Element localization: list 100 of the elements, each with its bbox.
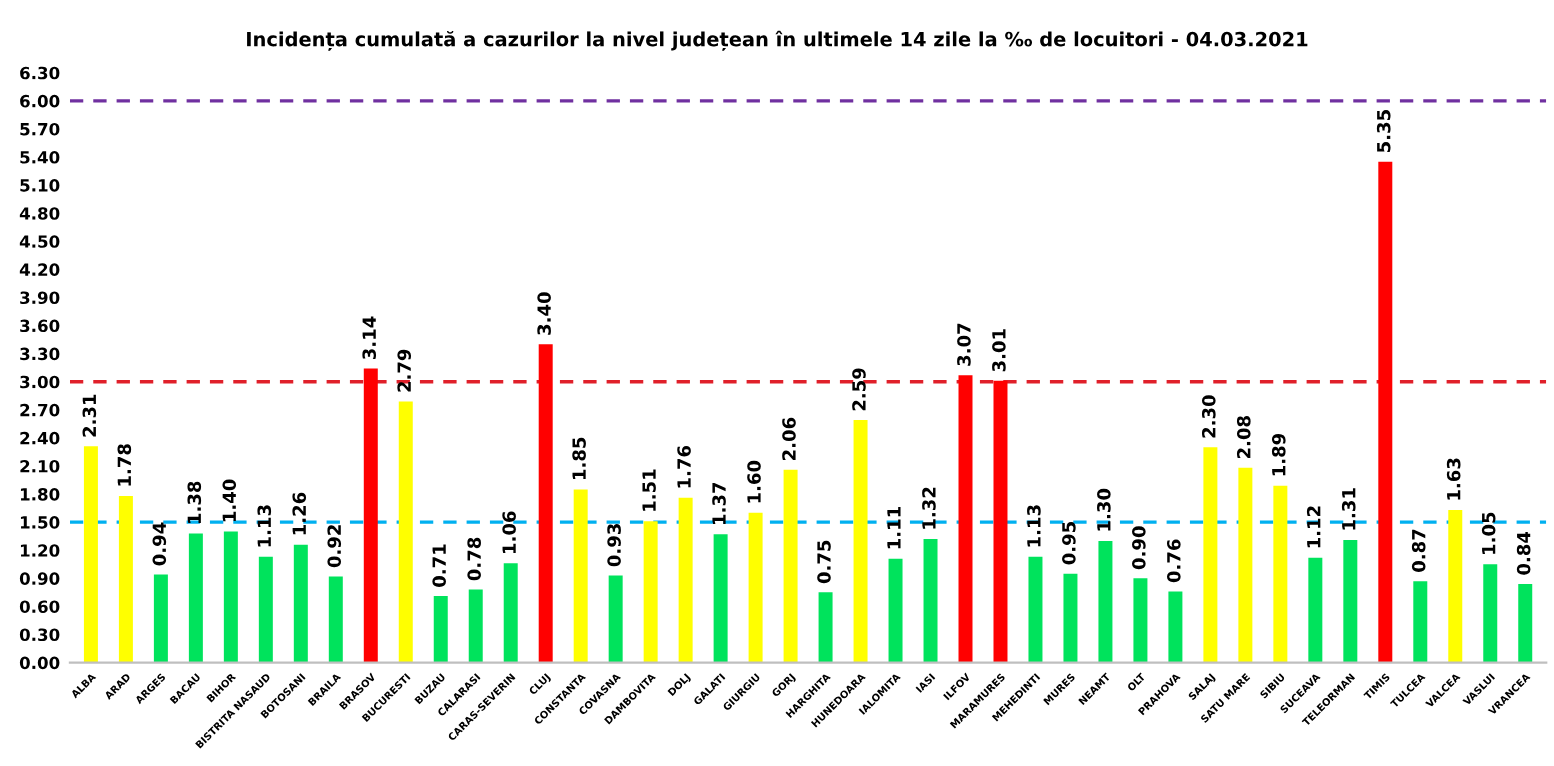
data-label: 3.01 xyxy=(992,329,1006,372)
data-label: 0.87 xyxy=(1411,529,1426,572)
bar xyxy=(1308,557,1323,663)
y-tick-label: 3.60 xyxy=(20,319,60,333)
data-label: 1.31 xyxy=(1341,488,1356,530)
data-label: 2.30 xyxy=(1201,395,1216,438)
bar xyxy=(573,489,588,663)
bar xyxy=(153,574,168,663)
bar xyxy=(1063,573,1078,663)
data-label: 1.13 xyxy=(1027,505,1041,547)
y-tick-label: 1.80 xyxy=(20,488,60,501)
data-label: 1.06 xyxy=(502,511,516,553)
y-tick-label: 2.10 xyxy=(20,459,60,473)
bar xyxy=(293,544,308,663)
bar xyxy=(713,534,728,663)
bar xyxy=(118,495,133,663)
bar xyxy=(1378,161,1393,663)
data-label: 0.95 xyxy=(1062,522,1076,565)
bar xyxy=(503,563,518,663)
bar xyxy=(363,368,378,663)
bar xyxy=(1413,581,1428,663)
data-label: 1.11 xyxy=(887,507,901,549)
data-label: 5.35 xyxy=(1376,110,1391,152)
data-label: 1.78 xyxy=(117,444,132,486)
bar xyxy=(888,558,903,663)
bar xyxy=(783,469,798,663)
data-label: 1.32 xyxy=(922,487,936,529)
bar xyxy=(328,576,343,663)
data-label: 1.30 xyxy=(1097,488,1111,531)
bar xyxy=(1518,583,1533,663)
bar xyxy=(1483,564,1498,663)
y-tick-label: 3.00 xyxy=(20,375,60,389)
y-tick-label: 3.90 xyxy=(20,291,60,305)
data-label: 0.84 xyxy=(1516,531,1531,575)
data-label: 1.76 xyxy=(677,445,691,488)
bar xyxy=(923,539,938,663)
y-tick-label: 2.70 xyxy=(20,403,60,417)
y-tick-label: 4.20 xyxy=(19,263,60,276)
y-tick-label: 5.70 xyxy=(20,122,60,136)
data-label: 3.40 xyxy=(537,292,551,335)
bar xyxy=(223,531,238,663)
data-label: 1.63 xyxy=(1446,458,1461,500)
bar xyxy=(1133,578,1148,663)
y-tick-label: 5.40 xyxy=(20,150,60,164)
bar xyxy=(1238,467,1253,663)
data-label: 1.38 xyxy=(187,481,202,524)
data-label: 3.07 xyxy=(957,323,971,366)
bar xyxy=(748,512,763,663)
bar xyxy=(188,533,203,663)
bar xyxy=(853,420,868,663)
y-tick-label: 3.30 xyxy=(20,347,60,361)
data-label: 0.93 xyxy=(607,524,621,567)
data-label: 1.89 xyxy=(1271,433,1286,476)
data-label: 2.31 xyxy=(82,394,97,437)
bar xyxy=(1203,447,1218,663)
data-label: 0.92 xyxy=(327,525,342,568)
y-tick-label: 0.30 xyxy=(19,628,60,642)
bar xyxy=(433,596,448,663)
bar xyxy=(468,589,483,663)
data-label: 2.79 xyxy=(397,349,412,392)
data-label: 0.90 xyxy=(1132,526,1146,570)
bar xyxy=(643,521,658,663)
bar xyxy=(1028,556,1043,663)
data-label: 1.05 xyxy=(1481,512,1496,554)
data-label: 1.51 xyxy=(642,469,656,511)
data-label: 0.71 xyxy=(432,544,446,587)
data-label: 1.13 xyxy=(257,505,272,547)
bar xyxy=(1168,591,1183,663)
data-label: 0.76 xyxy=(1166,539,1181,583)
data-label: 2.06 xyxy=(782,417,796,460)
data-label: 0.78 xyxy=(467,537,481,581)
y-tick-label: 1.20 xyxy=(20,544,60,557)
data-label: 1.60 xyxy=(747,460,761,503)
y-tick-label: 4.80 xyxy=(19,207,60,220)
bar xyxy=(993,380,1008,663)
bar xyxy=(1448,509,1463,663)
bar xyxy=(818,592,833,663)
y-tick-label: 6.30 xyxy=(20,66,60,80)
bar xyxy=(398,401,413,663)
y-tick-label: 2.40 xyxy=(20,431,60,445)
y-tick-label: 0.90 xyxy=(19,572,60,585)
data-label: 1.85 xyxy=(572,437,586,480)
y-tick-label: 6.00 xyxy=(20,94,60,108)
data-label: 2.08 xyxy=(1236,416,1251,459)
bar xyxy=(958,375,973,663)
chart-title: Incidența cumulată a cazurilor la nivel județean în ultimele 14 zile la ‰ de locuitori - 04.03.2021 xyxy=(247,30,1308,51)
data-label: 0.75 xyxy=(817,540,831,584)
data-label: 1.40 xyxy=(222,479,237,522)
bar xyxy=(1273,485,1288,663)
data-label: 1.12 xyxy=(1306,506,1321,548)
data-label: 0.94 xyxy=(152,522,167,566)
bar xyxy=(608,575,623,663)
data-label: 1.37 xyxy=(712,482,726,524)
bar xyxy=(1098,540,1113,663)
bar xyxy=(258,556,273,663)
bar xyxy=(1343,539,1358,663)
y-tick-label: 1.50 xyxy=(20,516,60,529)
bar xyxy=(678,497,693,663)
bar xyxy=(83,446,98,663)
data-label: 1.26 xyxy=(292,492,307,535)
